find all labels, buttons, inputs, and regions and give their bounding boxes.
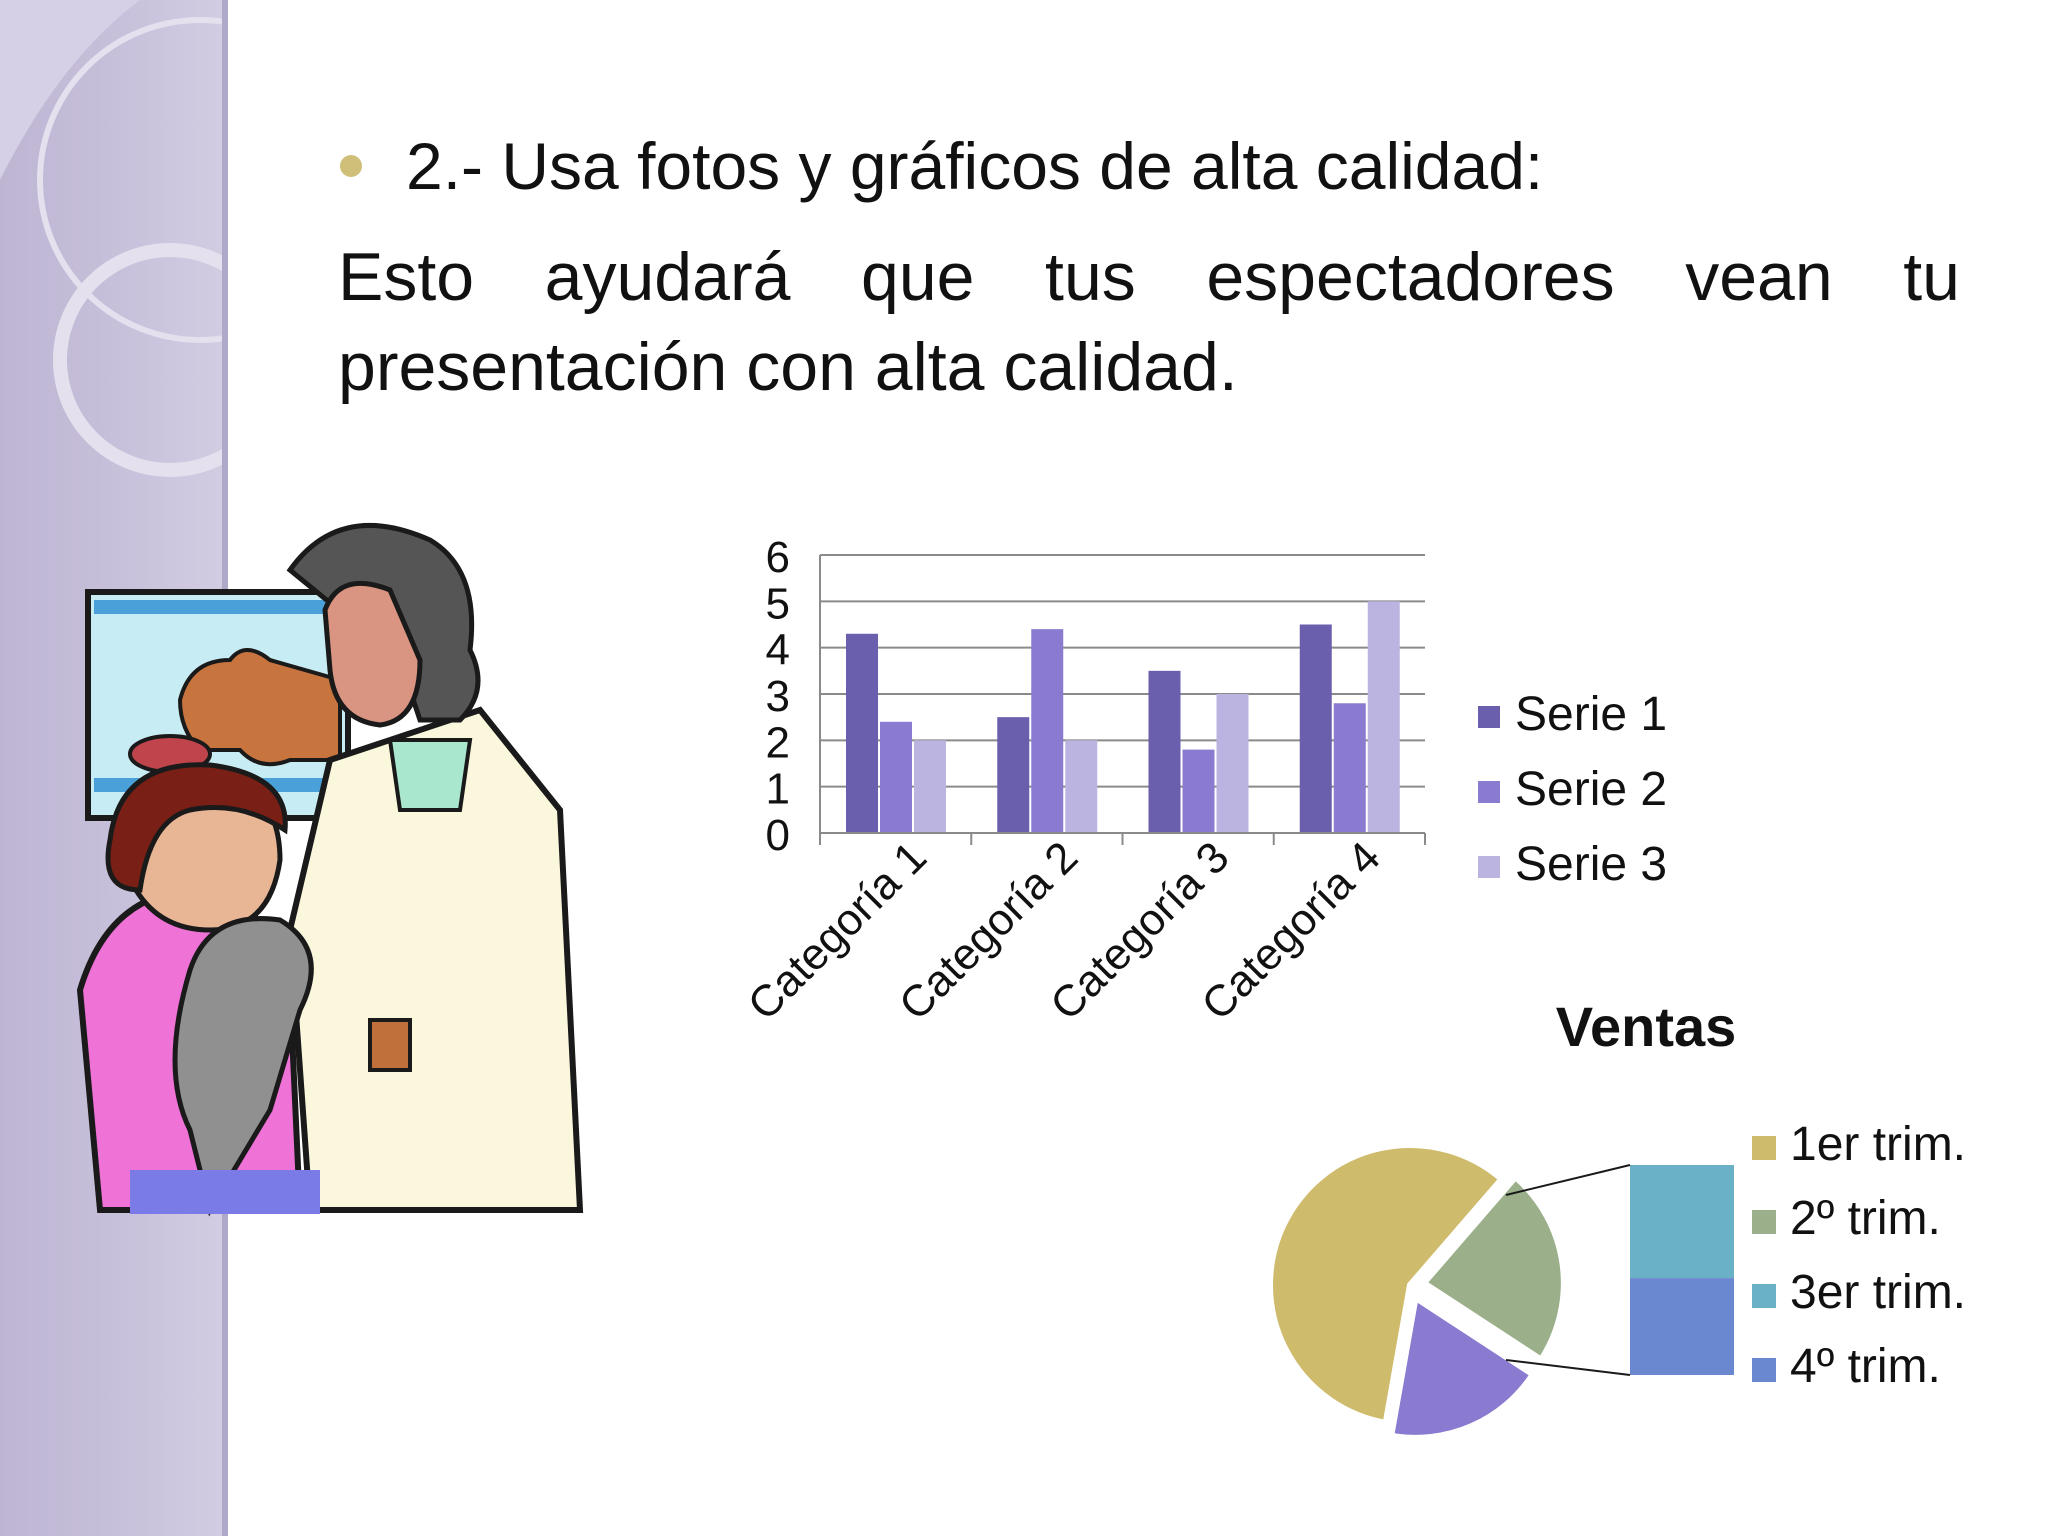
pie-slice xyxy=(1267,1142,1506,1427)
legend-swatch xyxy=(1478,856,1500,878)
bar-chart-bars xyxy=(846,601,1400,833)
legend-swatch xyxy=(1752,1210,1776,1234)
bar-chart-axis xyxy=(819,555,1426,845)
body-paragraph: Esto ayudará que tus espectadores vean t… xyxy=(338,239,1960,405)
decorative-circles xyxy=(0,0,228,477)
pie-chart-slices xyxy=(1267,1142,1734,1441)
pie-slice xyxy=(1419,1172,1567,1364)
bar-serie-1 xyxy=(1148,670,1181,833)
legend-label: 4º trim. xyxy=(1790,1340,1941,1393)
legend-swatch xyxy=(1478,781,1500,803)
y-tick-label: 1 xyxy=(766,765,790,814)
legend-swatch xyxy=(1752,1284,1776,1308)
bar-serie-2 xyxy=(1031,629,1064,833)
pie-slice xyxy=(1387,1292,1537,1441)
y-tick-label: 4 xyxy=(766,626,790,675)
connector-line xyxy=(1505,1359,1631,1376)
stacked-bar-segment xyxy=(1630,1165,1734,1279)
stacked-bar-segment xyxy=(1630,1278,1734,1375)
bullet-dot xyxy=(340,155,362,177)
legend-label: Serie 3 xyxy=(1515,838,1667,891)
legend-label: 3er trim. xyxy=(1790,1266,1966,1319)
bar-serie-1 xyxy=(997,717,1030,833)
pie-chart: Ventas 1er trim. 2º trim. 3er trim. 4º trim… xyxy=(1267,995,1966,1441)
bullet-heading: 2.- Usa fotos y gráficos de alta calidad… xyxy=(406,129,1544,203)
bar-serie-1 xyxy=(846,633,878,833)
connector-line xyxy=(1505,1164,1631,1196)
legend-label: Serie 1 xyxy=(1515,688,1667,741)
y-tick-label: 6 xyxy=(766,533,790,582)
legend-label: Serie 2 xyxy=(1515,763,1667,816)
legend-swatch xyxy=(1752,1358,1776,1382)
pie-chart-title: Ventas xyxy=(1556,995,1737,1058)
bar-serie-3 xyxy=(914,740,946,833)
bar-serie-3 xyxy=(1367,601,1400,833)
legend-swatch xyxy=(1752,1136,1776,1160)
bar-serie-2 xyxy=(880,721,912,833)
legend-label: 2º trim. xyxy=(1790,1192,1941,1245)
bar-serie-2 xyxy=(1333,703,1366,833)
bar-serie-2 xyxy=(1182,749,1215,833)
legend-label: 1er trim. xyxy=(1790,1118,1966,1171)
y-tick-label: 0 xyxy=(766,811,790,860)
bar-chart-legend: Serie 1 Serie 2 Serie 3 xyxy=(1478,688,1667,891)
bar-serie-1 xyxy=(1299,624,1332,833)
bar-serie-3 xyxy=(1065,740,1098,833)
legend-swatch xyxy=(1478,706,1500,728)
bullet-item: 2.- Usa fotos y gráficos de alta calidad… xyxy=(340,128,1543,204)
y-tick-label: 2 xyxy=(766,718,790,767)
bar-serie-3 xyxy=(1216,694,1249,833)
y-tick-label: 5 xyxy=(766,579,790,628)
pie-chart-legend: 1er trim. 2º trim. 3er trim. 4º trim. xyxy=(1752,1118,1966,1393)
veterinarian-illustration-icon xyxy=(76,522,584,1217)
y-tick-label: 3 xyxy=(766,672,790,721)
